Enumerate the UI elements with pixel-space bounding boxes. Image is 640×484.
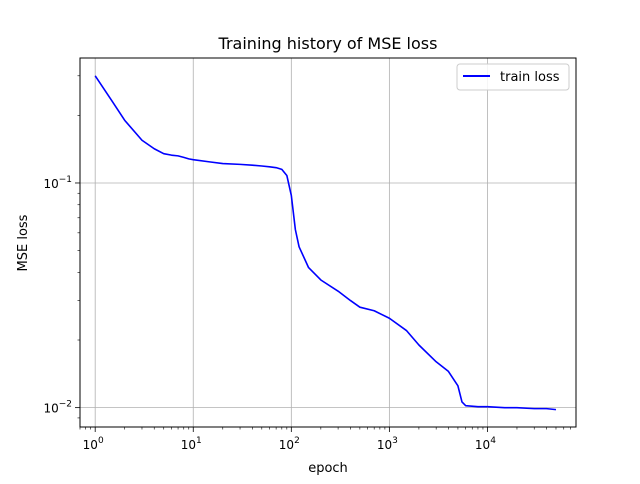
y-tick-base: 10	[43, 402, 58, 416]
x-tick-label: 102	[279, 436, 300, 452]
y-tick-label: 10−1	[43, 175, 72, 191]
x-tick-base: 10	[181, 438, 196, 452]
x-tick-exponent: 4	[490, 436, 496, 446]
series-lines	[94, 75, 557, 411]
x-tick-base: 10	[83, 438, 98, 452]
x-tick-exponent: 0	[98, 436, 104, 446]
plot-area	[80, 58, 576, 427]
x-tick-exponent: 1	[196, 436, 202, 446]
y-tick-label: 10−2	[43, 400, 72, 416]
x-tick-label: 101	[181, 436, 202, 452]
plot-frame	[79, 57, 577, 428]
x-tick-label: 104	[475, 436, 496, 452]
y-tick-base: 10	[43, 177, 58, 191]
x-tick-base: 10	[475, 438, 490, 452]
x-tick-exponent: 3	[392, 436, 398, 446]
legend-box	[456, 63, 570, 91]
x-tick-label: 100	[83, 436, 104, 452]
y-tick-exponent: −2	[59, 400, 72, 410]
x-tick-exponent: 2	[294, 436, 300, 446]
series-line-train-loss	[94, 75, 557, 411]
y-tick-exponent: −1	[59, 175, 72, 185]
x-tick-base: 10	[279, 438, 294, 452]
x-tick-base: 10	[377, 438, 392, 452]
legend-label: train loss	[500, 70, 560, 85]
x-tick-label: 103	[377, 436, 398, 452]
x-axis-label: epoch	[308, 461, 348, 476]
chart-title: Training history of MSE loss	[218, 34, 438, 53]
y-axis-label: MSE loss	[16, 214, 31, 271]
legend: train loss	[456, 63, 570, 91]
